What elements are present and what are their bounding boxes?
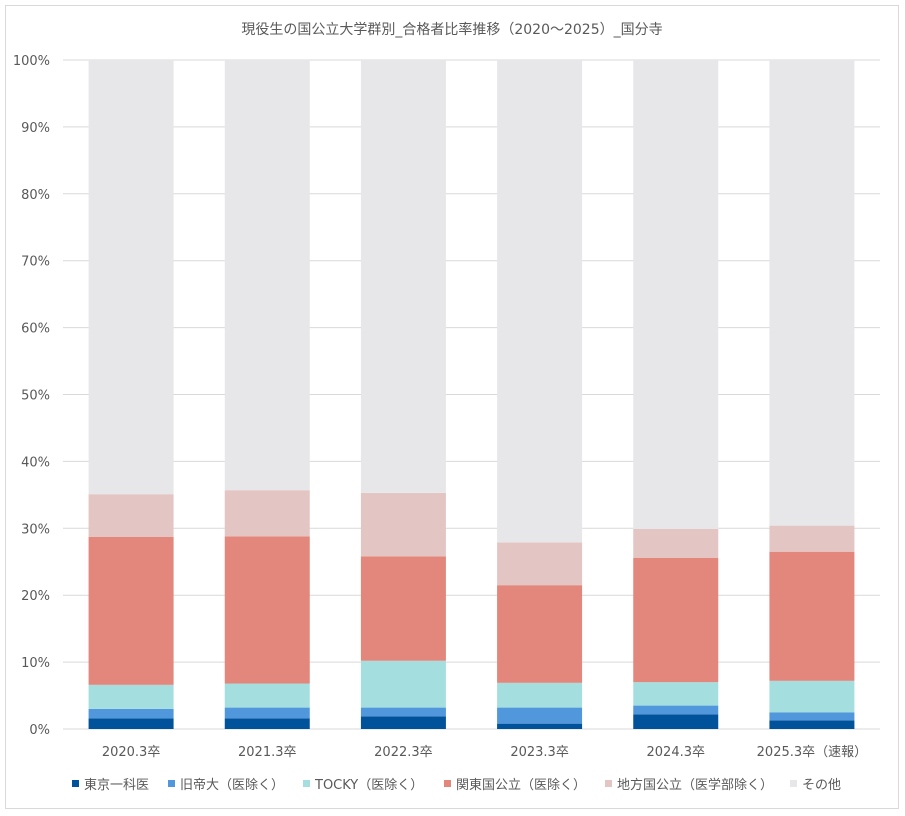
bar-segment [497,707,583,724]
bar-segment [360,707,446,717]
y-tick-label: 10% [21,656,50,671]
bar-segment [88,60,174,495]
bar-segment [769,720,855,729]
legend-swatch [303,780,310,787]
bar-segment [88,536,174,685]
legend-label: 東京一科医 [84,777,149,793]
y-tick-label: 60% [21,322,50,337]
bar-segment [224,60,310,491]
x-tick-label: 2020.3卒 [102,745,161,760]
bar-segment [633,714,719,729]
bar-segment [633,60,719,529]
bar-segment [224,536,310,684]
bar-segment [633,682,719,706]
bar-segment [497,542,583,586]
bar-segment [224,683,310,708]
y-tick-label: 70% [21,255,50,270]
y-tick-label: 20% [21,589,50,604]
bar-segment [224,490,310,537]
bar-segment [769,525,855,552]
chart-title: 現役生の国公立大学群別_合格者比率推移（2020～2025）_国分寺 [241,21,662,38]
bar-segment [633,557,719,683]
legend-label: 関東国公立（医除く） [456,777,586,793]
bar-segment [88,708,174,719]
bar-segment [497,60,583,543]
x-tick-label: 2025.3卒（速報） [757,745,868,760]
legend-label: 旧帝大（医除く） [180,777,284,793]
bar-segment [360,660,446,708]
y-tick-label: 100% [13,54,50,69]
bar-segment [88,718,174,729]
bar-segment [497,723,583,729]
legend-swatch [72,780,79,787]
y-tick-label: 80% [21,188,50,203]
x-tick-label: 2024.3卒 [647,745,706,760]
bar-segment [633,528,719,558]
legend-swatch [168,780,175,787]
bar-segment [88,684,174,709]
bar-segment [497,682,583,708]
bar-segment [497,585,583,683]
legend-label: 地方国公立（医学部除く） [617,777,773,793]
legend-label: その他 [802,778,841,793]
bar-segment [360,60,446,493]
y-tick-label: 90% [21,121,50,136]
x-tick-label: 2023.3卒 [510,745,569,760]
x-tick-label: 2021.3卒 [238,745,297,760]
bar-segment [88,494,174,537]
bar-segment [633,705,719,715]
bar-segment [360,556,446,661]
legend-swatch [444,780,451,787]
bar-segment [224,718,310,729]
legend-swatch [790,780,797,787]
y-tick-label: 50% [21,389,50,404]
bar-segment [360,492,446,557]
bar-segment [224,707,310,719]
y-tick-label: 0% [29,723,50,738]
legend-swatch [605,780,612,787]
bar-segment [769,551,855,681]
y-tick-label: 30% [21,522,50,537]
bar-segment [769,712,855,721]
bar-segment [360,716,446,729]
y-tick-label: 40% [21,455,50,470]
legend-label: TOCKY（医除く） [314,778,423,793]
bar-segment [769,60,855,526]
bar-segment [769,680,855,713]
x-tick-label: 2022.3卒 [374,745,433,760]
